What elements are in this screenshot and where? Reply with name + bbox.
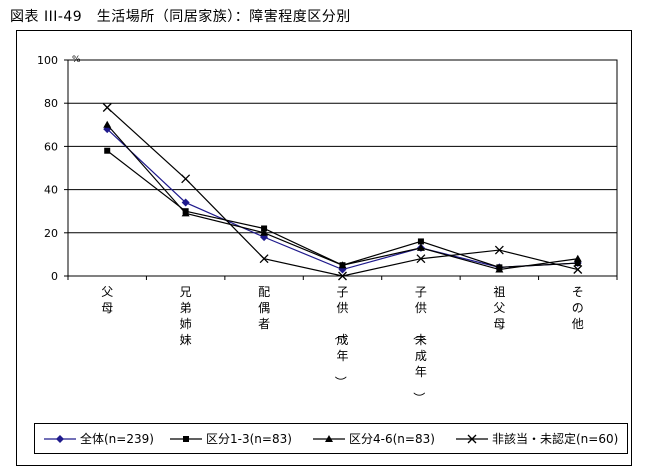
data-point bbox=[181, 209, 190, 217]
legend-label: 非該当・未認定(n=60) bbox=[492, 432, 619, 446]
data-point bbox=[259, 254, 269, 264]
series-line bbox=[106, 128, 578, 271]
x-tick-label: 子供（未成年） bbox=[412, 285, 427, 404]
data-point bbox=[416, 243, 425, 251]
series-line bbox=[106, 150, 578, 268]
legend-label: 全体(n=239) bbox=[80, 432, 154, 446]
x-tick-label: 祖父母 bbox=[493, 284, 505, 331]
series-4 bbox=[102, 103, 583, 281]
data-point bbox=[495, 265, 504, 273]
x-tick-label: 配偶者 bbox=[258, 285, 270, 331]
legend-item: 区分1-3(n=83) bbox=[169, 424, 292, 453]
chart-frame bbox=[16, 30, 632, 466]
y-tick-label: 40 bbox=[44, 184, 58, 197]
x-tick-label: 子供（成年） bbox=[333, 285, 348, 388]
page-title: 図表 III-49 生活場所（同居家族）：障害程度区分別 bbox=[10, 9, 351, 25]
data-point bbox=[417, 238, 424, 245]
series-3 bbox=[103, 120, 582, 273]
legend-swatch bbox=[44, 434, 76, 443]
data-point bbox=[416, 254, 426, 264]
series-line bbox=[106, 107, 578, 277]
plot-area bbox=[67, 59, 618, 277]
y-tick-label: 100 bbox=[37, 54, 58, 67]
data-point bbox=[338, 271, 347, 281]
legend-label: 区分4-6(n=83) bbox=[349, 432, 435, 446]
series-1 bbox=[103, 125, 582, 274]
data-point bbox=[102, 103, 112, 112]
data-point bbox=[260, 228, 269, 236]
data-point bbox=[574, 260, 581, 267]
data-point bbox=[103, 120, 112, 128]
data-point bbox=[261, 225, 268, 232]
x-tick-label: 兄弟姉妹 bbox=[180, 285, 192, 347]
y-tick-label: 0 bbox=[51, 270, 58, 283]
legend-swatch bbox=[456, 434, 488, 443]
data-point bbox=[494, 245, 504, 255]
data-point bbox=[573, 265, 583, 274]
legend-swatch bbox=[170, 435, 202, 442]
data-point bbox=[181, 174, 191, 184]
y-unit-label: % bbox=[72, 55, 81, 65]
legend-label: 区分1-3(n=83) bbox=[206, 432, 292, 446]
y-tick-label: 20 bbox=[44, 227, 58, 240]
x-tick-label: その他 bbox=[572, 285, 584, 331]
x-tick-label: 父母 bbox=[101, 285, 113, 315]
legend-marker bbox=[325, 434, 333, 442]
legend-item: 非該当・未認定(n=60) bbox=[455, 424, 618, 453]
y-tick-label: 60 bbox=[44, 140, 58, 153]
legend-item: 全体(n=239) bbox=[43, 424, 154, 453]
data-point bbox=[573, 254, 582, 262]
data-point bbox=[338, 261, 347, 269]
legend-marker bbox=[56, 434, 64, 443]
legend-item: 区分4-6(n=83) bbox=[312, 424, 435, 453]
line-chart: 0 20 40 60 80 100 % 父母 兄弟姉妹 配偶者 子供（成年） 子供（未成年） 祖父母 その… bbox=[37, 54, 618, 404]
legend-marker bbox=[183, 435, 189, 442]
data-point bbox=[181, 198, 190, 207]
chart-legend: 全体(n=239) 区分1-3(n=83) 区分4-6(n=83) 非該当・未認定(n… bbox=[34, 423, 628, 454]
y-tick-label: 80 bbox=[44, 97, 58, 110]
legend-marker bbox=[467, 434, 477, 443]
data-point bbox=[104, 147, 111, 154]
legend-swatch bbox=[313, 434, 345, 442]
